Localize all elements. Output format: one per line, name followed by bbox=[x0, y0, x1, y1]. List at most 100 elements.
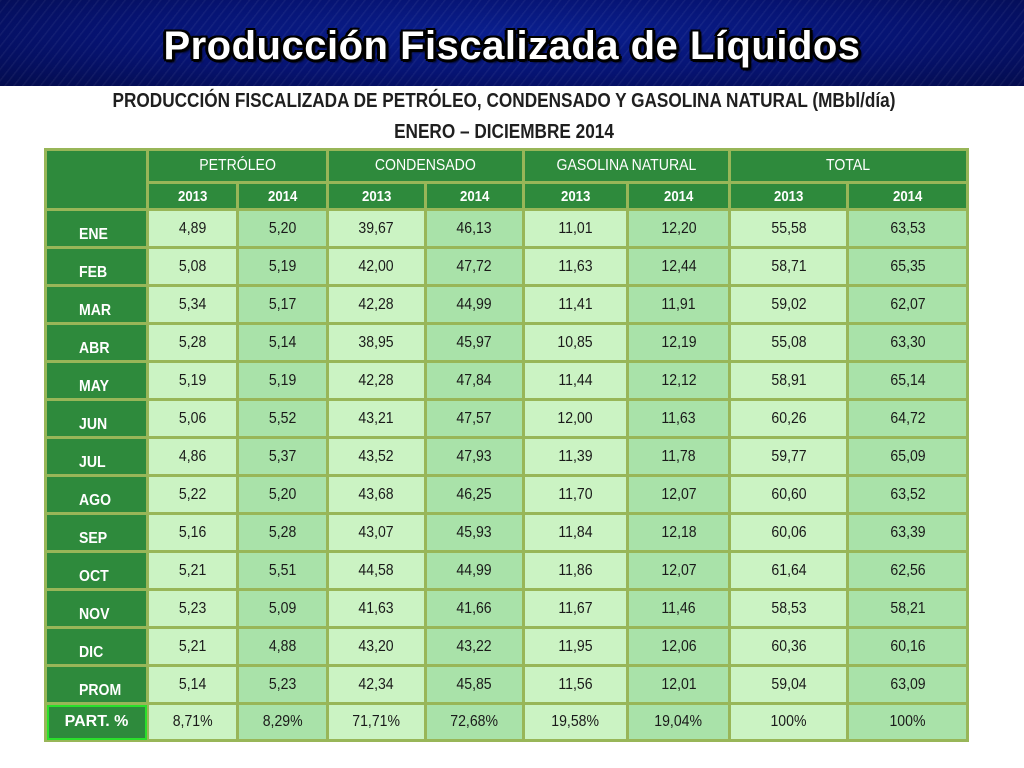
table-cell: 11,56 bbox=[522, 664, 630, 705]
table-cell: 12,01 bbox=[626, 664, 732, 705]
table-cell: 5,23 bbox=[235, 664, 330, 705]
table-cell: 47,57 bbox=[424, 398, 526, 439]
table-cell: 59,04 bbox=[728, 664, 850, 705]
table-cell: 42,00 bbox=[326, 246, 428, 287]
row-label: ENE bbox=[44, 208, 149, 249]
row-label: DIC bbox=[44, 626, 149, 667]
table-cell: 59,02 bbox=[728, 284, 850, 325]
table-cell: 45,93 bbox=[424, 512, 526, 553]
table-cell: 39,67 bbox=[326, 208, 428, 249]
table-cell: 47,72 bbox=[424, 246, 526, 287]
group-header-gasolina-natural: GASOLINA NATURAL bbox=[522, 148, 732, 184]
table-heading: PRODUCCIÓN FISCALIZADA DE PETRÓLEO, COND… bbox=[112, 90, 896, 112]
table-cell: 43,52 bbox=[326, 436, 428, 477]
year-header: 2013 bbox=[522, 181, 630, 211]
participation-cell: 19,58% bbox=[522, 702, 630, 742]
table-cell: 12,20 bbox=[626, 208, 732, 249]
table-row: SEP 5,16 5,28 43,07 45,93 11,84 12,18 60,06 63,3… bbox=[44, 512, 970, 553]
table-cell: 5,19 bbox=[146, 360, 239, 401]
table-cell: 63,52 bbox=[846, 474, 970, 515]
participation-cell: 8,29% bbox=[235, 702, 330, 742]
row-label: FEB bbox=[44, 246, 149, 287]
table-row: ABR 5,28 5,14 38,95 45,97 10,85 12,19 55,08 63,3… bbox=[44, 322, 970, 363]
table-cell: 11,46 bbox=[626, 588, 732, 629]
table-cell: 59,77 bbox=[728, 436, 850, 477]
table-cell: 10,85 bbox=[522, 322, 630, 363]
table-cell: 4,89 bbox=[146, 208, 239, 249]
table-cell: 5,23 bbox=[146, 588, 239, 629]
table-cell: 43,68 bbox=[326, 474, 428, 515]
table-row: OCT 5,21 5,51 44,58 44,99 11,86 12,07 61,64 62,5… bbox=[44, 550, 970, 591]
table-cell: 11,67 bbox=[522, 588, 630, 629]
table-cell: 63,30 bbox=[846, 322, 970, 363]
table-cell: 46,25 bbox=[424, 474, 526, 515]
table-cell: 55,58 bbox=[728, 208, 850, 249]
table-cell: 58,21 bbox=[846, 588, 970, 629]
row-label: MAR bbox=[44, 284, 149, 325]
table-cell: 60,36 bbox=[728, 626, 850, 667]
row-label: ABR bbox=[44, 322, 149, 363]
table-cell: 42,28 bbox=[326, 284, 428, 325]
participation-label: PART. % bbox=[44, 702, 149, 742]
table-row: FEB 5,08 5,19 42,00 47,72 11,63 12,44 58,71 65,3… bbox=[44, 246, 970, 287]
table-cell: 42,28 bbox=[326, 360, 428, 401]
table-cell: 5,28 bbox=[146, 322, 239, 363]
table-cell: 45,97 bbox=[424, 322, 526, 363]
table-row: MAR 5,34 5,17 42,28 44,99 11,41 11,91 59,02 62,0… bbox=[44, 284, 970, 325]
table-cell: 5,52 bbox=[235, 398, 330, 439]
table-cell: 60,06 bbox=[728, 512, 850, 553]
table-cell: 64,72 bbox=[846, 398, 970, 439]
row-label: SEP bbox=[44, 512, 149, 553]
table-cell: 41,66 bbox=[424, 588, 526, 629]
table-cell: 5,20 bbox=[235, 208, 330, 249]
table-cell: 62,56 bbox=[846, 550, 970, 591]
table-cell: 12,12 bbox=[626, 360, 732, 401]
row-label: MAY bbox=[44, 360, 149, 401]
table-cell: 44,58 bbox=[326, 550, 428, 591]
table-cell: 5,34 bbox=[146, 284, 239, 325]
row-label: NOV bbox=[44, 588, 149, 629]
table-cell: 58,91 bbox=[728, 360, 850, 401]
table-cell: 5,21 bbox=[146, 550, 239, 591]
table-cell: 43,07 bbox=[326, 512, 428, 553]
table-row: JUL 4,86 5,37 43,52 47,93 11,39 11,78 59,77 65,0… bbox=[44, 436, 970, 477]
table-cell: 58,53 bbox=[728, 588, 850, 629]
table-cell: 60,16 bbox=[846, 626, 970, 667]
table-cell: 5,14 bbox=[146, 664, 239, 705]
table-cell: 65,09 bbox=[846, 436, 970, 477]
table-cell: 60,60 bbox=[728, 474, 850, 515]
table-cell: 4,86 bbox=[146, 436, 239, 477]
year-header: 2013 bbox=[146, 181, 239, 211]
table-cell: 5,22 bbox=[146, 474, 239, 515]
participation-cell: 19,04% bbox=[626, 702, 732, 742]
year-header: 2014 bbox=[235, 181, 330, 211]
table-cell: 5,37 bbox=[235, 436, 330, 477]
table-cell: 4,88 bbox=[235, 626, 330, 667]
table-cell: 46,13 bbox=[424, 208, 526, 249]
table-cell: 63,39 bbox=[846, 512, 970, 553]
table-cell: 11,86 bbox=[522, 550, 630, 591]
table-cell: 65,14 bbox=[846, 360, 970, 401]
table-cell: 63,53 bbox=[846, 208, 970, 249]
table-cell: 11,41 bbox=[522, 284, 630, 325]
table-cell: 11,95 bbox=[522, 626, 630, 667]
table-cell: 5,16 bbox=[146, 512, 239, 553]
table-cell: 5,21 bbox=[146, 626, 239, 667]
table-row: ENE 4,89 5,20 39,67 46,13 11,01 12,20 55,58 63,5… bbox=[44, 208, 970, 249]
table-cell: 65,35 bbox=[846, 246, 970, 287]
table-cell: 55,08 bbox=[728, 322, 850, 363]
slide-title: Producción Fiscalizada de Líquidos bbox=[163, 24, 861, 68]
group-header-petroleo: PETRÓLEO bbox=[145, 148, 330, 184]
table-cell: 5,20 bbox=[235, 474, 330, 515]
table-cell: 5,14 bbox=[235, 322, 330, 363]
table-cell: 12,44 bbox=[626, 246, 732, 287]
year-header: 2013 bbox=[728, 181, 850, 211]
table-cell: 5,28 bbox=[235, 512, 330, 553]
table-cell: 11,63 bbox=[626, 398, 732, 439]
table-body: ENE 4,89 5,20 39,67 46,13 11,01 12,20 55,58 63,5… bbox=[44, 208, 970, 742]
table-row: DIC 5,21 4,88 43,20 43,22 11,95 12,06 60,36 60,1… bbox=[44, 626, 970, 667]
participation-cell: 71,71% bbox=[326, 702, 428, 742]
row-label: JUL bbox=[44, 436, 149, 477]
table-row: JUN 5,06 5,52 43,21 47,57 12,00 11,63 60,26 64,7… bbox=[44, 398, 970, 439]
table-cell: 12,18 bbox=[626, 512, 732, 553]
